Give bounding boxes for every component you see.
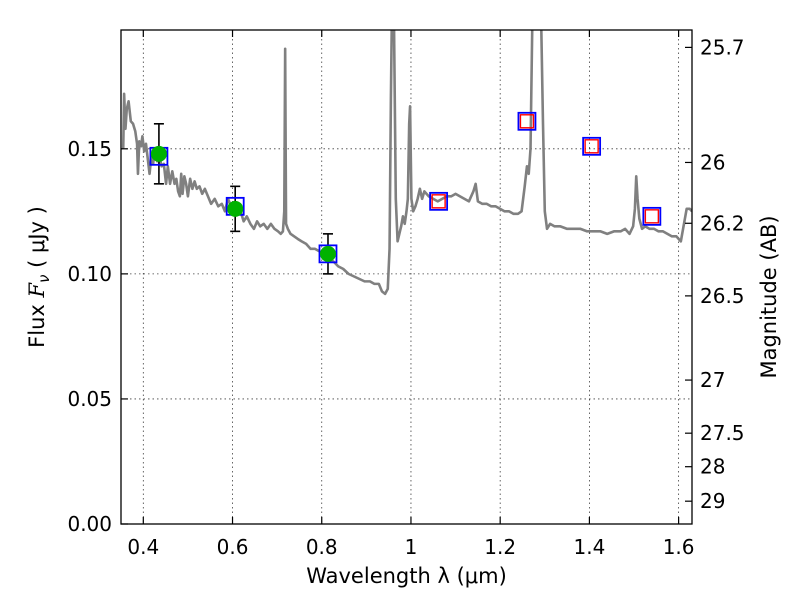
y-tick-label: 0.15 — [67, 137, 112, 161]
y-axis-label: Flux Fν ( μJy ) — [25, 206, 53, 348]
grid-lines — [121, 30, 692, 525]
right-tick-label: 29 — [700, 489, 725, 513]
y-tick-label: 0.10 — [67, 262, 112, 286]
x-tick-label: 1.4 — [573, 535, 605, 559]
y-label-f: F — [25, 282, 49, 299]
y-tick-label: 0.00 — [67, 512, 112, 536]
observed-flux-point — [227, 200, 244, 217]
blue-square-marker — [517, 111, 537, 131]
plot-frame — [120, 29, 693, 525]
blue-square-marker — [582, 136, 602, 156]
right-tick-label: 28 — [700, 455, 725, 479]
right-tick-label: 27 — [700, 368, 725, 392]
right-tick-label: 26.5 — [700, 284, 745, 308]
right-tick-label: 25.7 — [700, 35, 745, 59]
model-spectrum-layer — [121, 30, 692, 296]
y-tick-label: 0.05 — [67, 387, 112, 411]
red-square-marker — [431, 194, 446, 209]
x-tick-label: 1.2 — [484, 535, 516, 559]
blue-square-marker — [642, 206, 662, 226]
x-tick-label: 1 — [405, 535, 418, 559]
y-label-nu: ν — [35, 275, 53, 283]
x-tick-label: 1.6 — [663, 535, 695, 559]
right-tick-label: 27.5 — [700, 421, 745, 445]
model-spectrum-line — [121, 30, 692, 296]
blue-square-marker — [318, 244, 338, 264]
observed-flux-point — [150, 145, 167, 162]
right-axis-label: Magnitude (AB) — [757, 215, 781, 378]
y-label-text: Flux — [25, 298, 49, 348]
x-tick-label: 0.6 — [217, 535, 249, 559]
x-tick-label: 0.8 — [306, 535, 338, 559]
observed-flux-point — [319, 245, 336, 262]
red-square-marker — [519, 114, 535, 129]
red-square-marker — [584, 139, 599, 154]
blue-square-marker — [429, 191, 449, 211]
x-tick-label: 0.4 — [127, 535, 159, 559]
x-axis-label: Wavelength λ (μm) — [306, 564, 507, 588]
red-square-marker — [644, 209, 660, 224]
right-tick-label: 26.2 — [700, 211, 745, 235]
axis-ticks: 0.4 0.6 0.8 1 1.2 1.4 1.6 0.00 0.05 0.10 0.15 25.7 2… — [67, 30, 745, 559]
right-tick-label: 26 — [700, 150, 725, 174]
data-points-layer — [149, 111, 662, 264]
y-label-units: ( μJy ) — [25, 206, 49, 274]
